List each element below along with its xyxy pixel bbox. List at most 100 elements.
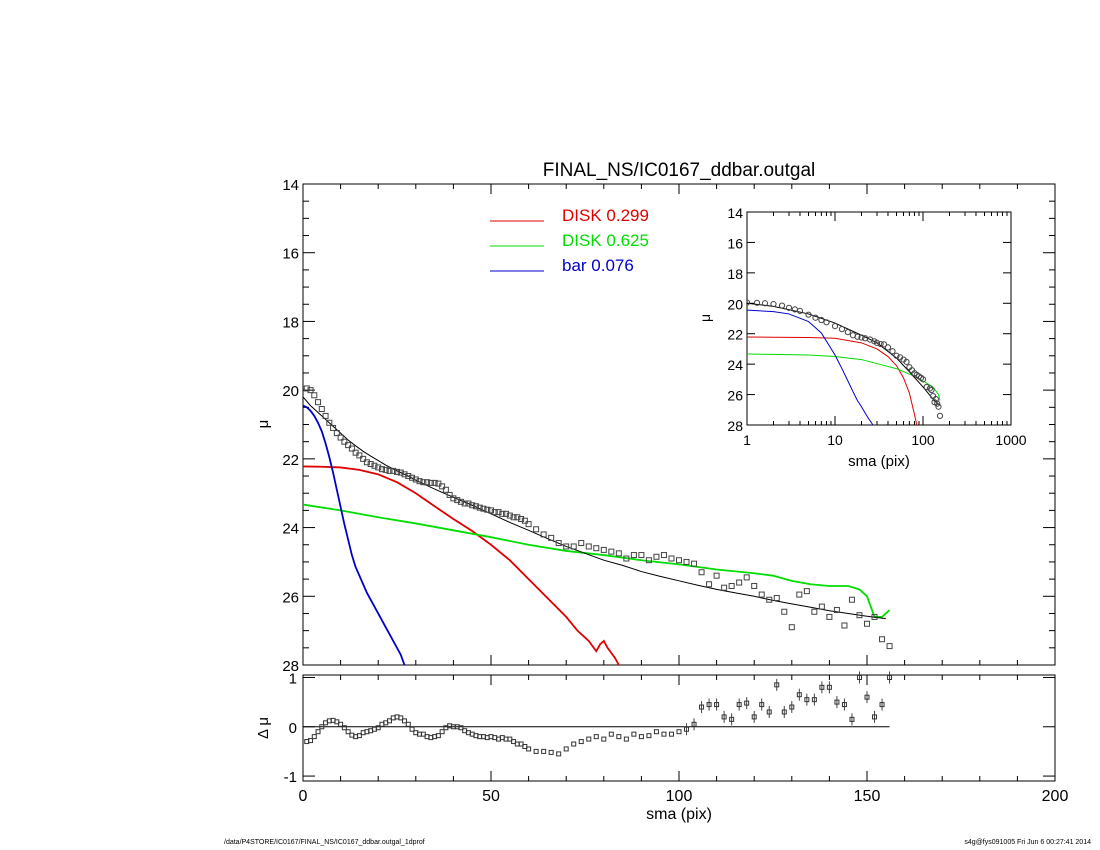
data-point [753, 299, 761, 306]
data-point [442, 486, 449, 493]
data-point [812, 314, 819, 321]
residual-point [458, 725, 464, 731]
data-point [645, 557, 652, 564]
data-point [416, 478, 423, 485]
y-tick-label: 0 [289, 720, 297, 737]
inset-series-line [747, 353, 941, 401]
y-tick-label: 26 [727, 388, 743, 404]
residual-point [563, 746, 569, 752]
residual-point [345, 729, 351, 735]
data-point [341, 438, 348, 445]
data-point [935, 403, 942, 410]
data-point [401, 471, 408, 478]
series-line-0 [303, 465, 621, 665]
inset-series-line [747, 336, 918, 425]
data-point [903, 358, 910, 365]
residual-point [684, 726, 690, 732]
y-tick-label: 20 [282, 383, 299, 400]
y-axis-ticks: 14 16 18 20 22 24 26 28 [282, 177, 1055, 675]
data-point [691, 560, 698, 567]
data-point [668, 555, 675, 562]
residual-point [608, 731, 614, 737]
data-point [495, 509, 502, 516]
data-point [427, 479, 434, 486]
data-point [623, 555, 630, 562]
residual-point [774, 682, 780, 688]
data-point [796, 307, 804, 314]
residual-point [879, 702, 885, 708]
data-point [743, 574, 750, 581]
series-line-1 [303, 503, 891, 618]
data-point [856, 612, 863, 619]
x-tick-label: 200 [1042, 788, 1069, 805]
residual-point [849, 716, 855, 722]
data-point [345, 442, 352, 449]
data-point [858, 334, 865, 341]
data-point [630, 552, 637, 559]
residual-point [398, 715, 404, 721]
data-point [653, 553, 660, 560]
footer-timestamp: s4g@fys091005 Fri Jun 6 00:27:41 2014 [964, 839, 1091, 846]
residual-point [789, 704, 795, 710]
data-point [736, 579, 743, 586]
data-point [371, 462, 378, 469]
y-tick-label: 14 [282, 177, 299, 194]
data-point [844, 329, 851, 336]
residual-panel: Δ μ sma (pix) 10-1 0 50 100 150 200 [255, 670, 1068, 823]
y-tick-label: 20 [727, 296, 743, 312]
data-point [555, 540, 562, 547]
data-point [506, 512, 513, 519]
y-tick-label: 26 [282, 589, 299, 606]
data-point [446, 491, 453, 498]
residual-point [819, 684, 825, 690]
residual-point [586, 736, 592, 742]
data-point [348, 445, 355, 452]
footer-path: /data/P4STORE/IC0167/FINAL_NS/IC0167_ddb… [224, 839, 425, 846]
residual-point [593, 734, 599, 740]
data-point [488, 507, 494, 514]
data-point [333, 430, 340, 437]
x-tick-label: 100 [911, 432, 935, 448]
data-point [608, 548, 615, 555]
residual-point [676, 729, 682, 735]
legend: DISK 0.299 DISK 0.625 bar 0.076 [490, 206, 649, 275]
data-point [854, 333, 861, 340]
residual-point [526, 746, 532, 752]
data-point [877, 340, 884, 348]
data-point [788, 624, 795, 631]
residual-y-axis-label: Δ μ [255, 717, 272, 739]
residual-point [319, 724, 325, 730]
data-point [698, 569, 705, 576]
residual-point [751, 714, 757, 720]
data-point [330, 424, 337, 431]
residual-point [638, 734, 644, 740]
data-point [864, 620, 870, 627]
residual-point [341, 725, 347, 731]
residual-point [386, 718, 392, 724]
residual-point [375, 725, 381, 731]
data-point [841, 622, 848, 629]
data-point [805, 311, 812, 318]
data-point [751, 582, 758, 589]
inset-log-panel: μ sma (pix) 14 16 18 20 22 24 26 28 1 10 100 1000 [697, 205, 1027, 470]
data-point [356, 452, 363, 459]
data-point [367, 461, 374, 468]
data-point [886, 643, 893, 650]
model-total-line [303, 396, 886, 620]
data-point [378, 466, 385, 473]
data-point [683, 558, 690, 565]
data-point [781, 608, 788, 615]
y-tick-label: 14 [727, 205, 743, 221]
y-tick-label: 28 [727, 418, 743, 434]
residual-point [311, 734, 317, 740]
residual-point [548, 749, 554, 755]
inset-plot-frame [746, 211, 1012, 426]
data-point [879, 636, 886, 643]
data-point [593, 545, 600, 552]
data-point [563, 543, 570, 550]
data-point [766, 596, 773, 603]
residual-point [736, 702, 742, 708]
data-point [326, 419, 333, 426]
data-point [785, 304, 793, 311]
data-point [838, 326, 846, 333]
